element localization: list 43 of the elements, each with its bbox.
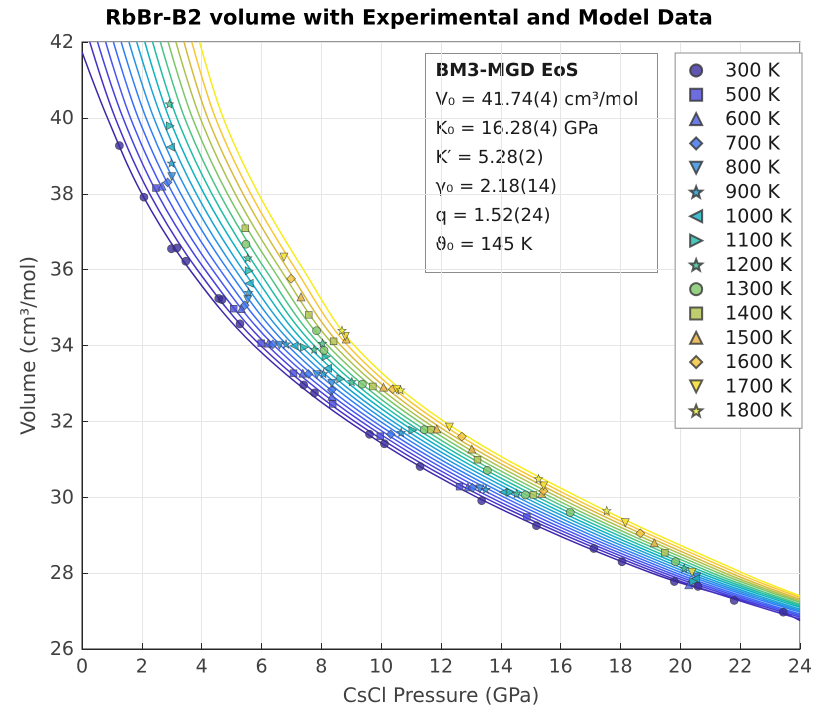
y-axis-title: Volume (cm³/mol): [16, 256, 40, 435]
y-tick-label: 28: [50, 562, 74, 584]
x-tick-label: 22: [728, 656, 752, 678]
legend-label: 1000 K: [725, 205, 793, 228]
legend-label: 600 K: [725, 108, 780, 130]
x-tick-label: 10: [369, 656, 394, 678]
x-tick-label: 6: [255, 656, 268, 678]
legend-label: 1200 K: [725, 254, 793, 276]
y-tick-label: 34: [50, 334, 74, 356]
x-tick-label: 16: [548, 656, 573, 678]
legend-label: 1500 K: [725, 326, 793, 349]
legend-label: 800 K: [725, 156, 780, 179]
chart-title: RbBr-B2 volume with Experimental and Model Data: [105, 6, 713, 30]
y-tick-label: 26: [50, 638, 74, 660]
legend-label: 300 K: [725, 60, 780, 82]
y-tick-label: 40: [50, 106, 74, 129]
y-tick-label: 30: [50, 486, 74, 508]
annotation: BM3-MGD EoS: [436, 60, 579, 81]
legend-label: 1600 K: [725, 351, 793, 374]
y-tick-label: 42: [50, 31, 74, 53]
x-tick-label: 8: [315, 656, 328, 678]
x-tick-label: 20: [668, 656, 692, 678]
legend-label: 500 K: [725, 84, 780, 106]
legend-label: 1400 K: [725, 302, 793, 324]
x-tick-label: 4: [196, 656, 208, 678]
annotation: V₀ = 41.74(4) cm³/mol: [436, 89, 639, 110]
legend-label: 700 K: [725, 132, 780, 154]
annotation: q = 1.52(24): [436, 205, 550, 226]
y-tick-label: 32: [50, 410, 74, 432]
x-tick-label: 18: [608, 656, 633, 678]
legend-label: 900 K: [725, 181, 780, 203]
x-tick-label: 14: [488, 656, 513, 678]
legend-label: 1300 K: [725, 278, 793, 300]
legend-label: 1100 K: [725, 230, 793, 252]
y-tick-label: 36: [50, 258, 74, 281]
x-axis-title: CsCl Pressure (GPa): [342, 683, 540, 707]
y-tick-label: 38: [50, 182, 74, 205]
legend-label: 1800 K: [725, 400, 793, 422]
x-tick-label: 12: [428, 656, 454, 678]
x-tick-label: 24: [788, 656, 812, 678]
legend-label: 1700 K: [725, 375, 793, 398]
x-tick-label: 0: [76, 656, 88, 678]
x-tick-label: 2: [136, 656, 148, 678]
